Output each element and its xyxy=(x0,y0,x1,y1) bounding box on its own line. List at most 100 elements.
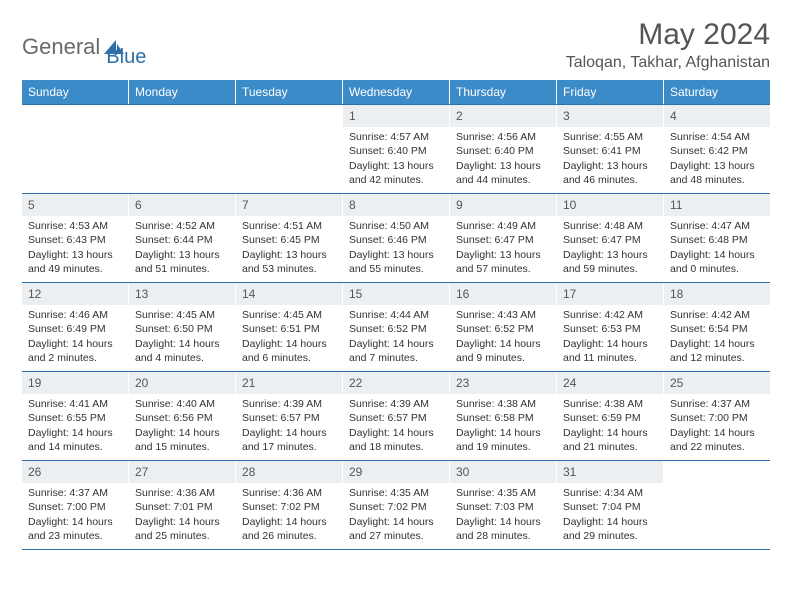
cell-body: Sunrise: 4:47 AMSunset: 6:48 PMDaylight:… xyxy=(664,216,770,282)
cell-body: Sunrise: 4:42 AMSunset: 6:53 PMDaylight:… xyxy=(557,305,663,371)
cell-body: Sunrise: 4:38 AMSunset: 6:59 PMDaylight:… xyxy=(557,394,663,460)
daylight-line: Daylight: 13 hours and 59 minutes. xyxy=(563,248,657,276)
sunset-line: Sunset: 6:46 PM xyxy=(349,233,443,247)
daylight-line: Daylight: 13 hours and 49 minutes. xyxy=(28,248,122,276)
calendar-cell: 14Sunrise: 4:45 AMSunset: 6:51 PMDayligh… xyxy=(236,283,343,371)
cell-body: Sunrise: 4:48 AMSunset: 6:47 PMDaylight:… xyxy=(557,216,663,282)
day-number: 28 xyxy=(236,461,342,483)
calendar-cell: 31Sunrise: 4:34 AMSunset: 7:04 PMDayligh… xyxy=(557,461,664,549)
day-number: 16 xyxy=(450,283,556,305)
sunset-line: Sunset: 6:56 PM xyxy=(135,411,229,425)
day-header-row: SundayMondayTuesdayWednesdayThursdayFrid… xyxy=(22,80,770,104)
sunrise-line: Sunrise: 4:35 AM xyxy=(349,486,443,500)
sunrise-line: Sunrise: 4:55 AM xyxy=(563,130,657,144)
day-number: 21 xyxy=(236,372,342,394)
cell-body: Sunrise: 4:42 AMSunset: 6:54 PMDaylight:… xyxy=(664,305,770,371)
sunrise-line: Sunrise: 4:45 AM xyxy=(242,308,336,322)
week-row: 26Sunrise: 4:37 AMSunset: 7:00 PMDayligh… xyxy=(22,461,770,550)
calendar-cell: 3Sunrise: 4:55 AMSunset: 6:41 PMDaylight… xyxy=(557,105,664,193)
calendar-cell: 29Sunrise: 4:35 AMSunset: 7:02 PMDayligh… xyxy=(343,461,450,549)
cell-body: Sunrise: 4:44 AMSunset: 6:52 PMDaylight:… xyxy=(343,305,449,371)
daylight-line: Daylight: 14 hours and 12 minutes. xyxy=(670,337,764,365)
sunset-line: Sunset: 7:00 PM xyxy=(670,411,764,425)
calendar-cell: 4Sunrise: 4:54 AMSunset: 6:42 PMDaylight… xyxy=(664,105,770,193)
location: Taloqan, Takhar, Afghanistan xyxy=(566,54,770,72)
day-number: 8 xyxy=(343,194,449,216)
daylight-line: Daylight: 13 hours and 42 minutes. xyxy=(349,159,443,187)
sunrise-line: Sunrise: 4:57 AM xyxy=(349,130,443,144)
calendar-cell: 28Sunrise: 4:36 AMSunset: 7:02 PMDayligh… xyxy=(236,461,343,549)
cell-body: Sunrise: 4:41 AMSunset: 6:55 PMDaylight:… xyxy=(22,394,128,460)
cell-body: Sunrise: 4:34 AMSunset: 7:04 PMDaylight:… xyxy=(557,483,663,549)
calendar-cell: 24Sunrise: 4:38 AMSunset: 6:59 PMDayligh… xyxy=(557,372,664,460)
cell-body: Sunrise: 4:53 AMSunset: 6:43 PMDaylight:… xyxy=(22,216,128,282)
daylight-line: Daylight: 14 hours and 25 minutes. xyxy=(135,515,229,543)
day-number: 31 xyxy=(557,461,663,483)
calendar-cell: 26Sunrise: 4:37 AMSunset: 7:00 PMDayligh… xyxy=(22,461,129,549)
sunrise-line: Sunrise: 4:40 AM xyxy=(135,397,229,411)
day-header: Sunday xyxy=(22,80,129,104)
daylight-line: Daylight: 14 hours and 28 minutes. xyxy=(456,515,550,543)
day-header: Saturday xyxy=(664,80,770,104)
daylight-line: Daylight: 14 hours and 0 minutes. xyxy=(670,248,764,276)
calendar-cell: 22Sunrise: 4:39 AMSunset: 6:57 PMDayligh… xyxy=(343,372,450,460)
calendar-cell xyxy=(664,461,770,549)
day-number: 4 xyxy=(664,105,770,127)
cell-body: Sunrise: 4:37 AMSunset: 7:00 PMDaylight:… xyxy=(22,483,128,549)
sunset-line: Sunset: 7:02 PM xyxy=(349,500,443,514)
week-row: 5Sunrise: 4:53 AMSunset: 6:43 PMDaylight… xyxy=(22,194,770,283)
sunset-line: Sunset: 7:00 PM xyxy=(28,500,122,514)
sunset-line: Sunset: 6:42 PM xyxy=(670,144,764,158)
calendar-cell: 21Sunrise: 4:39 AMSunset: 6:57 PMDayligh… xyxy=(236,372,343,460)
day-number: 14 xyxy=(236,283,342,305)
cell-body: Sunrise: 4:35 AMSunset: 7:03 PMDaylight:… xyxy=(450,483,556,549)
calendar-cell: 30Sunrise: 4:35 AMSunset: 7:03 PMDayligh… xyxy=(450,461,557,549)
sunrise-line: Sunrise: 4:51 AM xyxy=(242,219,336,233)
sunrise-line: Sunrise: 4:41 AM xyxy=(28,397,122,411)
week-row: 12Sunrise: 4:46 AMSunset: 6:49 PMDayligh… xyxy=(22,283,770,372)
calendar-cell: 2Sunrise: 4:56 AMSunset: 6:40 PMDaylight… xyxy=(450,105,557,193)
day-number: 7 xyxy=(236,194,342,216)
cell-body: Sunrise: 4:45 AMSunset: 6:51 PMDaylight:… xyxy=(236,305,342,371)
calendar-cell: 16Sunrise: 4:43 AMSunset: 6:52 PMDayligh… xyxy=(450,283,557,371)
sunrise-line: Sunrise: 4:47 AM xyxy=(670,219,764,233)
daylight-line: Daylight: 13 hours and 46 minutes. xyxy=(563,159,657,187)
sunrise-line: Sunrise: 4:37 AM xyxy=(28,486,122,500)
calendar-cell: 7Sunrise: 4:51 AMSunset: 6:45 PMDaylight… xyxy=(236,194,343,282)
day-number: 20 xyxy=(129,372,235,394)
sunrise-line: Sunrise: 4:38 AM xyxy=(563,397,657,411)
daylight-line: Daylight: 14 hours and 7 minutes. xyxy=(349,337,443,365)
sunrise-line: Sunrise: 4:44 AM xyxy=(349,308,443,322)
cell-body: Sunrise: 4:37 AMSunset: 7:00 PMDaylight:… xyxy=(664,394,770,460)
sunrise-line: Sunrise: 4:50 AM xyxy=(349,219,443,233)
week-row: 1Sunrise: 4:57 AMSunset: 6:40 PMDaylight… xyxy=(22,104,770,194)
sunset-line: Sunset: 6:51 PM xyxy=(242,322,336,336)
sunrise-line: Sunrise: 4:49 AM xyxy=(456,219,550,233)
cell-body: Sunrise: 4:36 AMSunset: 7:01 PMDaylight:… xyxy=(129,483,235,549)
sunrise-line: Sunrise: 4:37 AM xyxy=(670,397,764,411)
daylight-line: Daylight: 14 hours and 29 minutes. xyxy=(563,515,657,543)
day-number: 11 xyxy=(664,194,770,216)
cell-body: Sunrise: 4:49 AMSunset: 6:47 PMDaylight:… xyxy=(450,216,556,282)
sunrise-line: Sunrise: 4:56 AM xyxy=(456,130,550,144)
sunset-line: Sunset: 6:43 PM xyxy=(28,233,122,247)
sunrise-line: Sunrise: 4:34 AM xyxy=(563,486,657,500)
sunset-line: Sunset: 6:58 PM xyxy=(456,411,550,425)
daylight-line: Daylight: 14 hours and 4 minutes. xyxy=(135,337,229,365)
day-number: 6 xyxy=(129,194,235,216)
day-number: 2 xyxy=(450,105,556,127)
daylight-line: Daylight: 13 hours and 44 minutes. xyxy=(456,159,550,187)
daylight-line: Daylight: 14 hours and 27 minutes. xyxy=(349,515,443,543)
day-number: 24 xyxy=(557,372,663,394)
day-number: 5 xyxy=(22,194,128,216)
calendar-cell: 19Sunrise: 4:41 AMSunset: 6:55 PMDayligh… xyxy=(22,372,129,460)
daylight-line: Daylight: 14 hours and 21 minutes. xyxy=(563,426,657,454)
sunset-line: Sunset: 6:52 PM xyxy=(456,322,550,336)
daylight-line: Daylight: 13 hours and 55 minutes. xyxy=(349,248,443,276)
sunrise-line: Sunrise: 4:39 AM xyxy=(349,397,443,411)
sunset-line: Sunset: 6:47 PM xyxy=(563,233,657,247)
sunrise-line: Sunrise: 4:38 AM xyxy=(456,397,550,411)
sunrise-line: Sunrise: 4:36 AM xyxy=(242,486,336,500)
sunset-line: Sunset: 6:49 PM xyxy=(28,322,122,336)
daylight-line: Daylight: 14 hours and 17 minutes. xyxy=(242,426,336,454)
